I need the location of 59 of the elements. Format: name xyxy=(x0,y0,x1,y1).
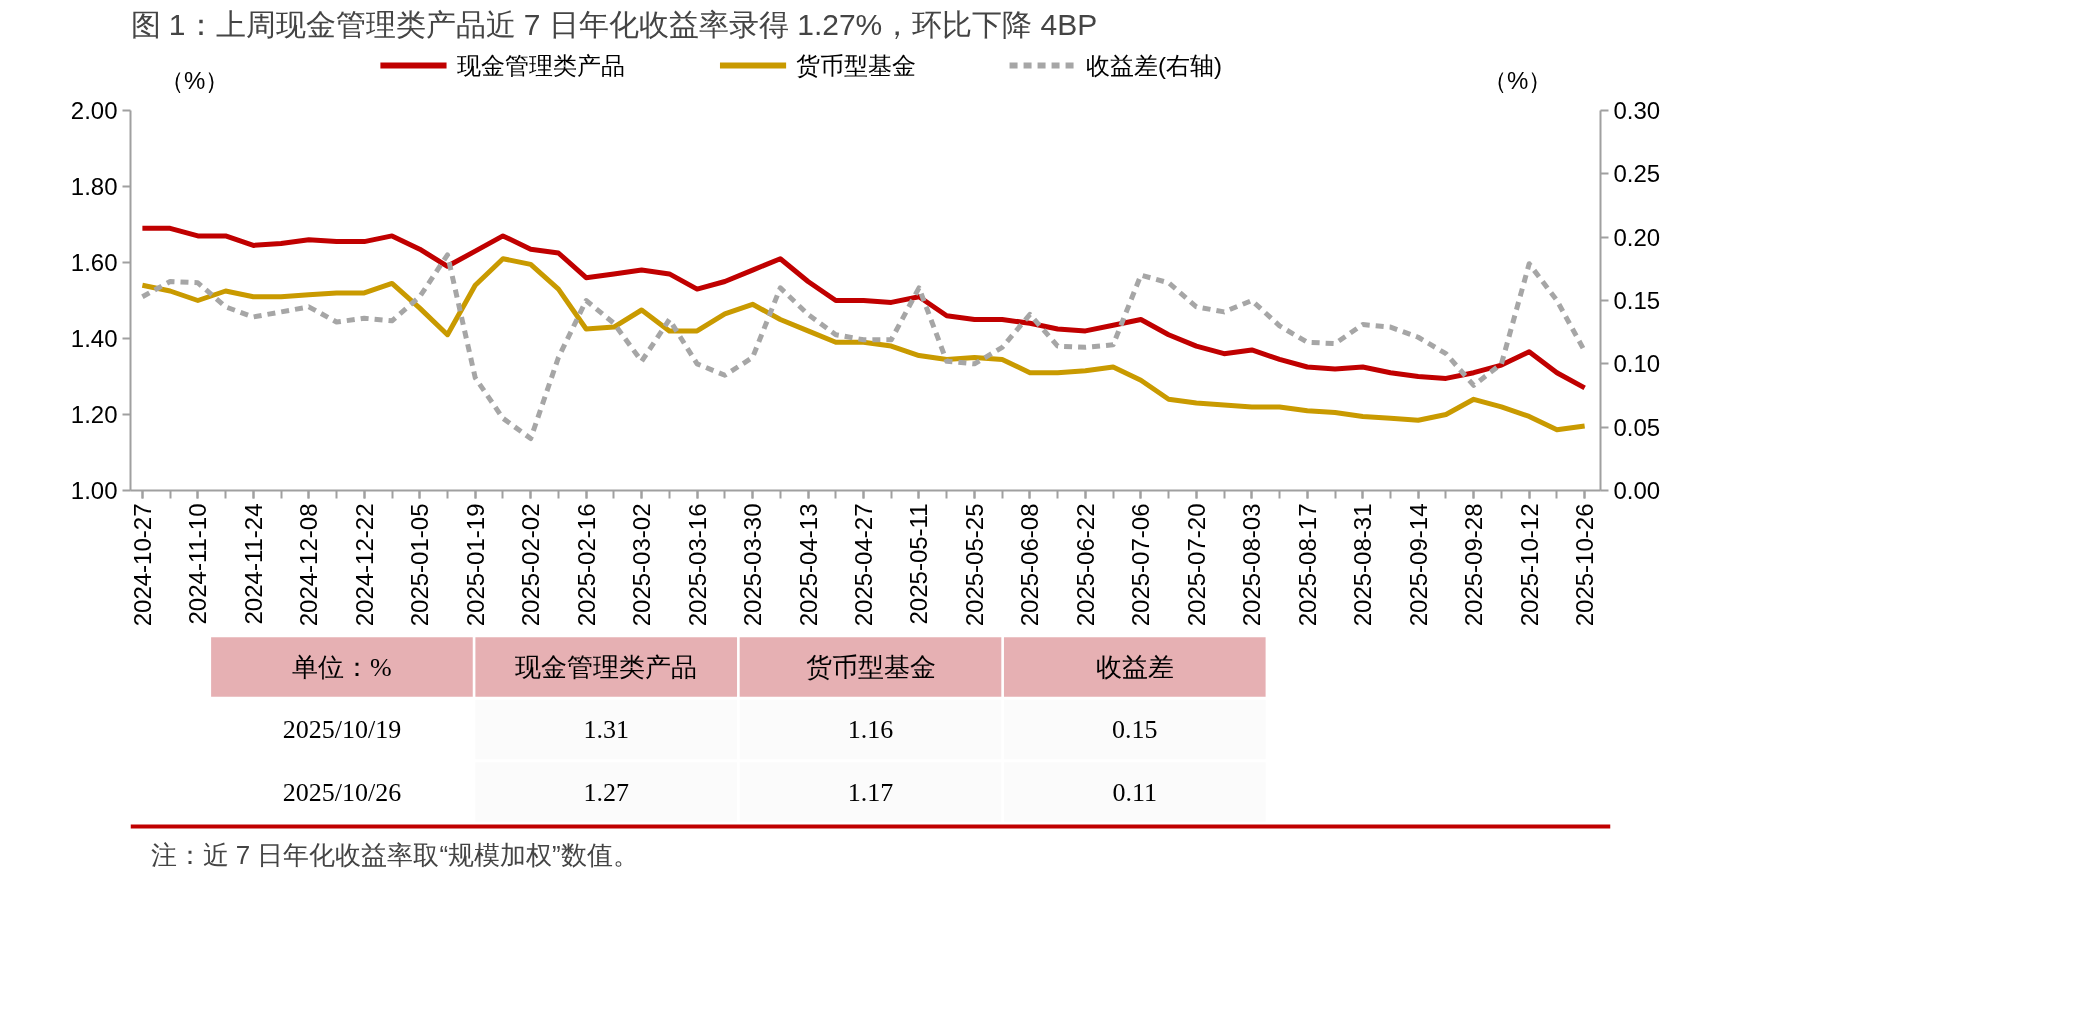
x-tick-label: 2025-03-02 xyxy=(628,503,656,627)
chart-title: 图 1：上周现金管理类产品近 7 日年化收益率录得 1.27%，环比下降 4BP xyxy=(130,7,1098,41)
x-tick-label: 2025-06-08 xyxy=(1016,503,1044,627)
x-tick-label: 2025-09-14 xyxy=(1404,503,1432,627)
text: 收益差 xyxy=(1095,652,1174,682)
x-tick-label: 2024-11-10 xyxy=(184,503,212,625)
text: 1.17 xyxy=(847,777,894,807)
x-tick-label: 2025-03-16 xyxy=(683,503,711,627)
y2-tick-label: 0.30 xyxy=(1613,97,1661,124)
x-tick-label: 2025-10-26 xyxy=(1571,503,1599,627)
y2-tick-label: 0.15 xyxy=(1613,287,1661,314)
x-tick-label: 2024-11-24 xyxy=(239,503,267,625)
x-tick-label: 2025-04-13 xyxy=(794,503,822,627)
legend-label: 收益差(右轴) xyxy=(1086,52,1222,79)
text: 现金管理类产品 xyxy=(515,652,698,682)
x-tick-label: 2025-08-03 xyxy=(1238,503,1266,627)
text: 注：近 7 日年化收益率取“规模加权”数值。 xyxy=(150,839,639,870)
text: 2025/10/19 xyxy=(282,715,402,744)
text: 货币型基金 xyxy=(805,652,936,682)
text: 2025/10/26 xyxy=(282,777,402,807)
y2-tick-label: 0.10 xyxy=(1613,350,1661,378)
x-tick-label: 2025-10-12 xyxy=(1515,503,1543,627)
y2-tick-label: 0.05 xyxy=(1613,413,1661,441)
x-tick-label: 2025-01-19 xyxy=(461,503,489,627)
y-tick-label: 1.00 xyxy=(70,477,118,504)
x-tick-label: 2025-05-11 xyxy=(905,503,933,625)
text: 0.15 xyxy=(1112,715,1158,744)
x-tick-label: 2025-01-05 xyxy=(406,503,434,627)
y-tick-label: 2.00 xyxy=(70,97,118,124)
x-tick-label: 2025-04-27 xyxy=(850,503,878,627)
x-tick-label: 2025-02-16 xyxy=(572,503,600,627)
y-tick-label: 1.20 xyxy=(70,401,118,428)
text: 单位：% xyxy=(292,652,392,682)
y2-axis-title: （%） xyxy=(1482,67,1553,94)
y2-tick-label: 0.20 xyxy=(1613,223,1661,251)
x-tick-label: 2024-12-08 xyxy=(295,503,323,627)
text: 1.31 xyxy=(583,715,629,744)
x-tick-label: 2024-10-27 xyxy=(128,503,156,627)
x-tick-label: 2025-08-17 xyxy=(1293,503,1321,627)
x-tick-label: 2025-09-28 xyxy=(1460,503,1488,627)
text: 0.11 xyxy=(1112,777,1158,807)
y-axis-title: （%） xyxy=(159,67,230,94)
x-tick-label: 2025-06-22 xyxy=(1071,503,1099,627)
x-tick-label: 2025-05-25 xyxy=(960,503,988,627)
legend-label: 现金管理类产品 xyxy=(456,52,625,79)
x-tick-label: 2025-07-20 xyxy=(1182,503,1210,627)
y-tick-label: 1.40 xyxy=(70,325,118,352)
y2-tick-label: 0.25 xyxy=(1613,160,1661,188)
text: 1.16 xyxy=(847,715,894,744)
x-tick-label: 2024-12-22 xyxy=(350,503,378,627)
x-tick-label: 2025-07-06 xyxy=(1127,503,1155,627)
legend-label: 货币型基金 xyxy=(796,52,917,79)
y2-tick-label: 0.00 xyxy=(1613,477,1661,504)
y-tick-label: 1.60 xyxy=(70,249,118,276)
y-tick-label: 1.80 xyxy=(70,173,118,200)
text: 1.27 xyxy=(583,777,629,807)
x-tick-label: 2025-02-02 xyxy=(517,503,545,627)
x-tick-label: 2025-08-31 xyxy=(1349,503,1377,627)
x-tick-label: 2025-03-30 xyxy=(739,503,767,627)
